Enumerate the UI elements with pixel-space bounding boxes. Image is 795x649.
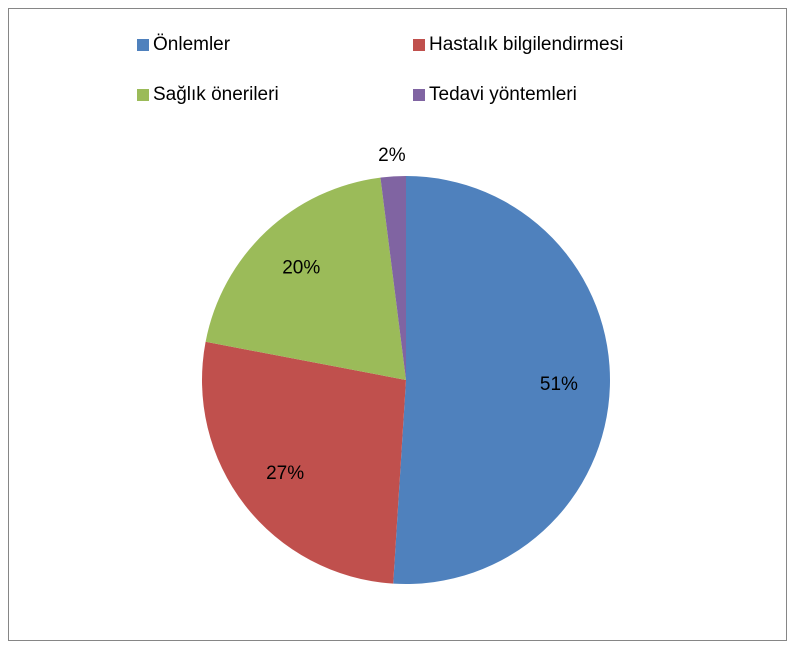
legend-swatch bbox=[413, 39, 425, 51]
pie-slice bbox=[201, 341, 406, 584]
data-label: 51% bbox=[540, 374, 578, 395]
data-label: 27% bbox=[266, 463, 304, 484]
legend-label: Hastalık bilgilendirmesi bbox=[429, 34, 623, 55]
pie-slice bbox=[380, 176, 406, 380]
legend-swatch bbox=[137, 89, 149, 101]
legend-swatch bbox=[137, 39, 149, 51]
data-label: 20% bbox=[282, 257, 320, 278]
pie-slice bbox=[393, 176, 610, 584]
legend-label: Sağlık önerileri bbox=[153, 84, 279, 105]
legend-label: Önlemler bbox=[153, 34, 231, 55]
legend-swatch bbox=[413, 89, 425, 101]
legend-label: Tedavi yöntemleri bbox=[429, 84, 577, 105]
pie-slice bbox=[205, 177, 406, 380]
data-label: 2% bbox=[378, 145, 406, 166]
